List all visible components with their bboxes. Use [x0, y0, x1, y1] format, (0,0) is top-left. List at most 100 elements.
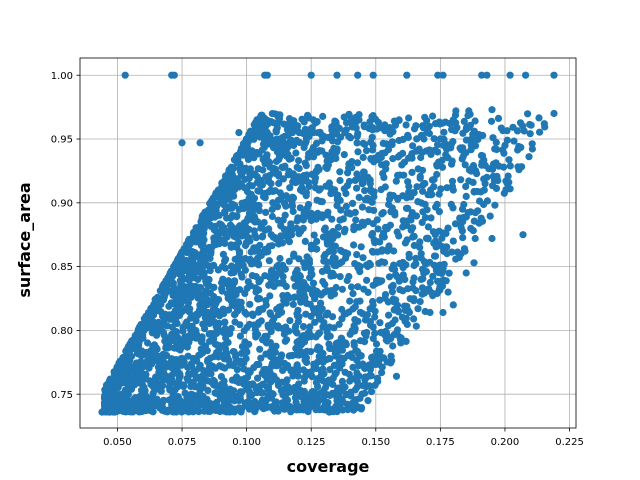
scatter-point — [200, 271, 208, 280]
scatter-point — [246, 237, 254, 245]
scatter-point — [300, 279, 308, 287]
scatter-point — [471, 136, 479, 144]
scatter-point — [389, 342, 397, 350]
scatter-point — [249, 197, 257, 206]
scatter-point — [358, 218, 367, 226]
scatter-point — [478, 71, 486, 79]
scatter-point — [349, 363, 357, 371]
scatter-point — [377, 328, 385, 337]
scatter-point — [462, 269, 470, 277]
scatter-point — [342, 202, 350, 211]
scatter-point — [238, 273, 246, 281]
scatter-point — [328, 344, 336, 353]
scatter-point — [417, 153, 425, 162]
scatter-point — [200, 407, 208, 415]
scatter-point — [435, 190, 443, 198]
scatter-point — [236, 391, 244, 399]
scatter-point — [240, 327, 248, 335]
scatter-point — [356, 262, 364, 271]
scatter-point — [227, 297, 235, 305]
scatter-point — [277, 268, 285, 276]
scatter-point — [338, 377, 346, 385]
scatter-point — [398, 161, 406, 169]
x-axis-label: coverage — [287, 457, 370, 476]
scatter-point — [187, 282, 196, 290]
scatter-point — [403, 217, 411, 225]
scatter-point — [206, 243, 214, 251]
scatter-point — [374, 225, 382, 233]
scatter-point — [434, 141, 442, 149]
scatter-point — [327, 190, 335, 198]
scatter-point — [327, 287, 336, 295]
scatter-point — [516, 119, 525, 127]
scatter-point — [477, 151, 485, 160]
scatter-point — [301, 294, 309, 302]
scatter-point — [248, 310, 256, 318]
scatter-point — [364, 218, 372, 226]
scatter-point — [177, 249, 186, 257]
scatter-point — [171, 327, 179, 335]
scatter-point — [259, 336, 267, 344]
scatter-point — [429, 112, 437, 120]
scatter-point — [176, 370, 184, 378]
scatter-point — [460, 245, 469, 253]
scatter-point — [332, 369, 340, 377]
scatter-point — [298, 183, 306, 192]
scatter-point — [333, 71, 341, 79]
scatter-point — [250, 364, 258, 372]
scatter-point — [197, 378, 205, 387]
scatter-point — [367, 155, 375, 163]
scatter-point — [322, 182, 330, 190]
scatter-point — [294, 347, 302, 355]
scatter-point — [191, 312, 199, 320]
scatter-point — [520, 127, 528, 135]
scatter-point — [331, 350, 339, 358]
scatter-point — [369, 323, 377, 331]
scatter-point — [165, 302, 173, 310]
scatter-point — [131, 394, 139, 402]
scatter-point — [227, 241, 235, 249]
scatter-point — [210, 283, 218, 291]
scatter-point — [353, 369, 361, 377]
scatter-point — [376, 355, 384, 363]
scatter-point — [268, 362, 276, 370]
scatter-point — [361, 140, 369, 148]
scatter-point — [344, 250, 352, 258]
scatter-point — [342, 310, 350, 318]
scatter-point — [373, 216, 381, 224]
scatter-point — [332, 154, 340, 163]
scatter-point — [289, 300, 297, 308]
scatter-point — [416, 172, 424, 180]
scatter-point — [261, 272, 269, 280]
scatter-point — [388, 319, 396, 328]
scatter-point — [285, 388, 293, 396]
scatter-point — [381, 291, 390, 299]
scatter-point — [280, 120, 288, 128]
scatter-point — [536, 128, 544, 136]
scatter-point — [435, 208, 443, 216]
scatter-point — [414, 305, 422, 313]
scatter-point — [364, 173, 372, 181]
scatter-point — [256, 179, 264, 187]
scatter-point — [486, 212, 494, 220]
scatter-point — [353, 251, 361, 259]
scatter-point — [295, 230, 303, 238]
scatter-point — [204, 308, 212, 317]
scatter-point — [468, 164, 476, 172]
scatter-point — [287, 408, 295, 416]
scatter-point — [370, 188, 378, 196]
scatter-point — [318, 214, 326, 222]
scatter-point — [228, 181, 236, 189]
scatter-point — [436, 135, 444, 143]
scatter-point — [254, 330, 262, 338]
scatter-point — [480, 186, 488, 194]
scatter-point — [314, 358, 322, 366]
scatter-point — [388, 288, 396, 296]
scatter-point — [307, 71, 315, 79]
scatter-point — [357, 404, 366, 412]
scatter-point — [256, 187, 264, 195]
scatter-point — [230, 397, 239, 405]
scatter-point — [326, 332, 334, 340]
scatter-point — [516, 163, 525, 171]
scatter-point — [491, 201, 499, 209]
